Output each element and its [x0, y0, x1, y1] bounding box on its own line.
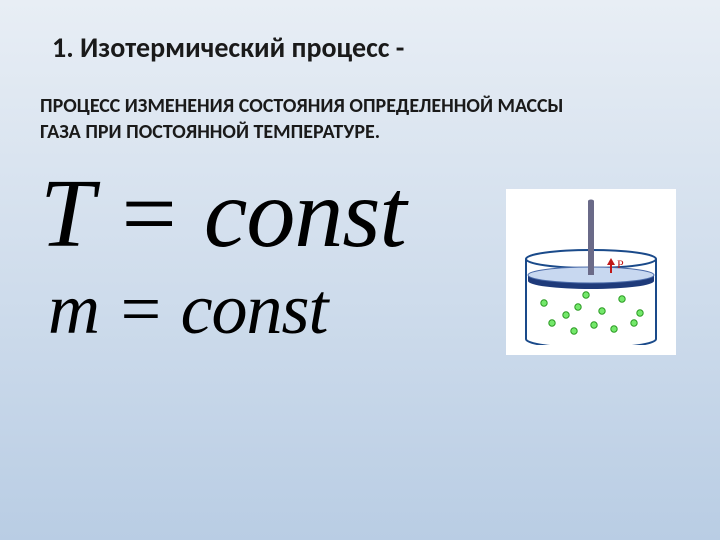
slide-subtitle: ПРОЦЕСС ИЗМЕНЕНИЯ СОСТОЯНИЯ ОПРЕДЕЛЕННОЙ…	[40, 93, 680, 145]
content-row: T = const m = const P	[40, 163, 680, 355]
subtitle-line-1: ПРОЦЕСС ИЗМЕНЕНИЯ СОСТОЯНИЯ ОПРЕДЕЛЕННОЙ…	[40, 94, 564, 118]
subtitle-line-2: ГАЗА ПРИ ПОСТОЯННОЙ ТЕМПЕРАТУРЕ.	[40, 120, 380, 144]
slide-title: 1. Изотермический процесс -	[52, 30, 680, 65]
piston-svg: P	[514, 195, 668, 345]
piston-diagram: P	[506, 189, 676, 355]
formula-mass: m = const	[48, 268, 506, 351]
svg-text:P: P	[617, 257, 624, 271]
formula-temperature: T = const	[40, 163, 506, 266]
formulas-block: T = const m = const	[40, 163, 506, 351]
